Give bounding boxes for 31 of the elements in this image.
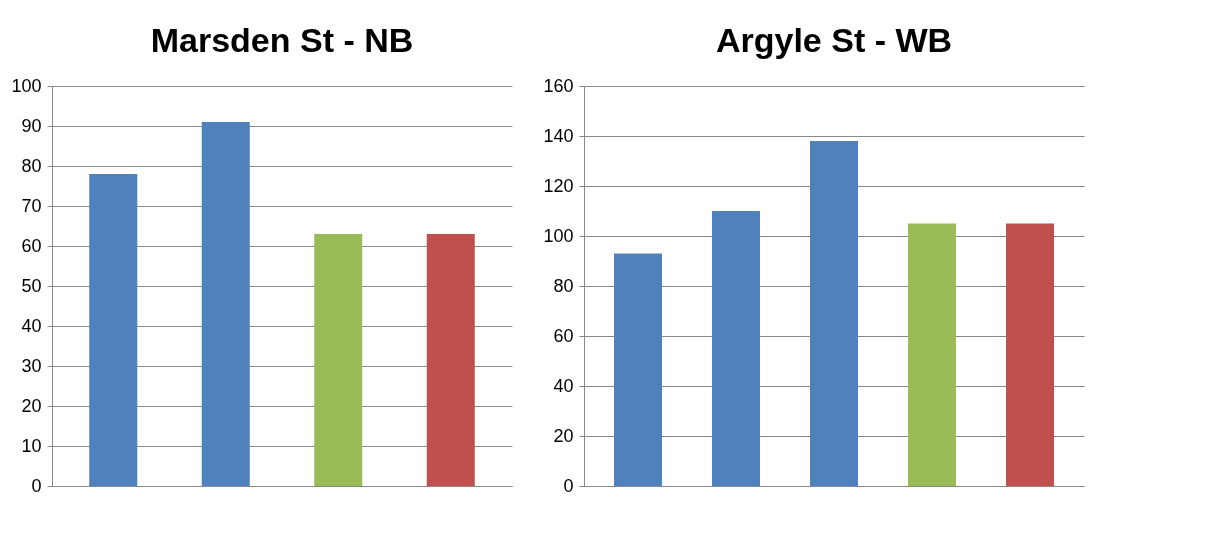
bar [810, 141, 858, 486]
y-tick-label: 100 [11, 75, 42, 96]
bar [712, 211, 760, 486]
bar [201, 122, 250, 486]
bar [426, 234, 475, 486]
y-tick-label: 60 [553, 325, 574, 346]
bar [89, 174, 138, 486]
bar [314, 234, 363, 486]
y-tick-label: 30 [21, 355, 42, 376]
y-tick-label: 50 [21, 275, 42, 296]
y-tick-label: 100 [543, 225, 574, 246]
y-tick-label: 20 [21, 395, 42, 416]
y-tick-label: 120 [543, 175, 574, 196]
y-tick-label: 70 [21, 195, 42, 216]
y-tick-label: 90 [21, 115, 42, 136]
y-tick-label: 0 [31, 475, 42, 496]
chart-title: Marsden St - NB [150, 21, 414, 59]
y-tick-label: 40 [21, 315, 42, 336]
y-tick-label: 40 [553, 375, 574, 396]
y-tick-label: 10 [21, 435, 42, 456]
y-tick-label: 160 [543, 75, 574, 96]
y-tick-label: 0 [563, 475, 574, 496]
bar [1006, 223, 1054, 486]
bar [908, 223, 956, 486]
y-tick-label: 80 [21, 155, 42, 176]
chart-title: Argyle St - WB [715, 21, 953, 59]
y-tick-label: 20 [553, 425, 574, 446]
y-tick-label: 140 [543, 125, 574, 146]
bar [614, 253, 662, 486]
y-tick-label: 60 [21, 235, 42, 256]
y-tick-label: 80 [553, 275, 574, 296]
